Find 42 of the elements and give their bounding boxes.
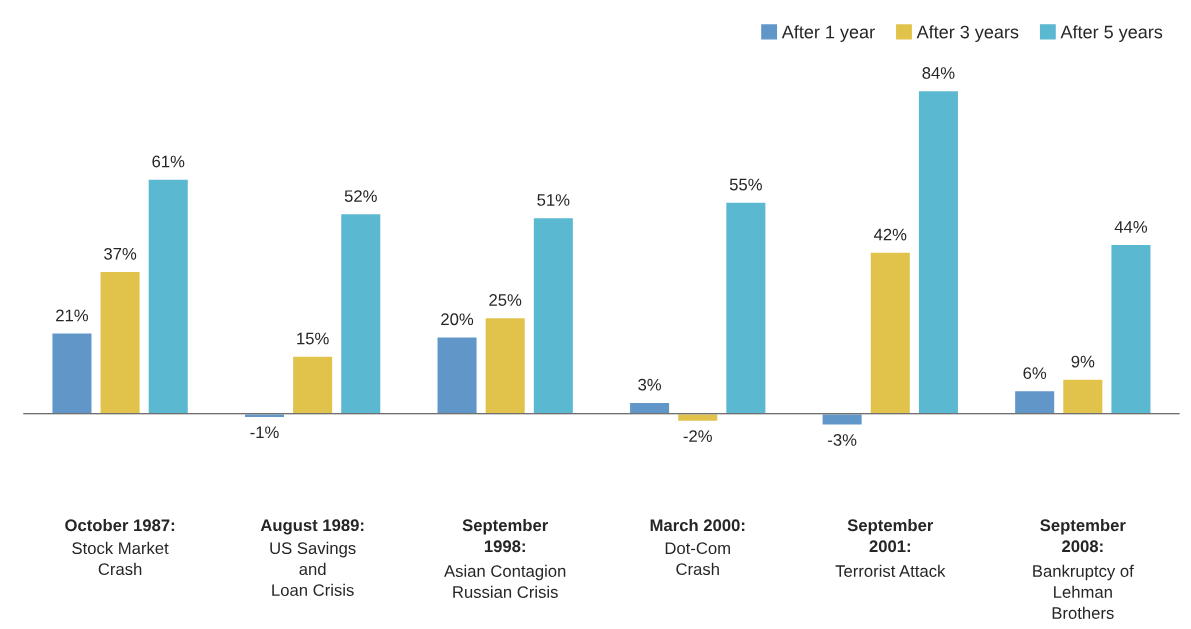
data-label: 21%	[56, 309, 89, 322]
data-label: 84%	[922, 67, 955, 79]
data-label: 3%	[638, 378, 662, 391]
bar	[339, 212, 382, 415]
x-tick-label: September 1998: Asian Contagion Russian Crisis	[444, 518, 566, 598]
bar	[436, 336, 478, 415]
x-tick-label: August 1989: US Savings and Loan Crisis	[260, 519, 364, 597]
bar	[869, 251, 912, 415]
bar	[51, 332, 93, 415]
bar	[532, 216, 575, 415]
data-label: 9%	[1071, 355, 1095, 368]
data-label: 20%	[441, 313, 474, 326]
data-label: -1%	[250, 426, 279, 439]
bar	[99, 270, 142, 415]
data-label: 44%	[1114, 221, 1148, 233]
data-label: 61%	[152, 155, 185, 168]
data-label: 52%	[344, 190, 377, 203]
bar	[724, 201, 767, 415]
bar	[291, 355, 334, 415]
legend-label: After 1 year	[781, 25, 875, 42]
bar	[917, 89, 960, 415]
bar	[484, 316, 527, 415]
data-label: 25%	[489, 294, 522, 306]
data-label: 55%	[729, 178, 762, 191]
data-label: 15%	[297, 332, 329, 345]
x-tick-label: September 2001: Terrorist Attack	[835, 518, 946, 577]
x-tick-label: March 2000: Dot-Com Crash	[650, 518, 745, 576]
bar	[821, 413, 864, 426]
data-label: 37%	[104, 247, 137, 260]
data-label: -3%	[828, 434, 857, 446]
x-tick-label: September 2008: Bankruptcy of Lehman Brothers	[1033, 518, 1134, 619]
x-tick-label: October 1987: Stock Market Crash	[65, 518, 175, 576]
bar	[1061, 378, 1104, 415]
legend-label: After 3 years	[916, 25, 1019, 42]
data-label: -2%	[683, 430, 712, 442]
legend-label: After 5 years	[1060, 25, 1163, 42]
bar	[1013, 389, 1056, 415]
data-label: 51%	[537, 194, 570, 206]
bar	[147, 178, 190, 415]
bar	[1110, 243, 1152, 415]
data-label: 6%	[1023, 367, 1047, 380]
data-label: 42%	[873, 228, 907, 241]
